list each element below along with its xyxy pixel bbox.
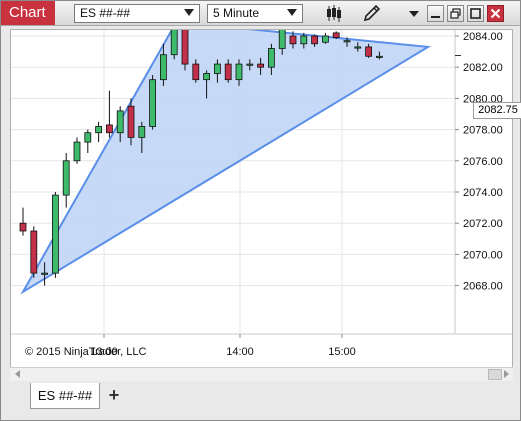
candle-body	[19, 222, 27, 232]
minimize-icon[interactable]	[427, 5, 444, 22]
candle-body	[332, 32, 340, 38]
candle-body	[159, 54, 167, 81]
candle-body	[257, 63, 265, 68]
triangle-drawing	[20, 30, 432, 295]
candle-body	[149, 79, 157, 127]
candle-body	[365, 46, 373, 57]
candle-body	[116, 110, 124, 134]
candle-body	[30, 230, 38, 274]
scroll-thumb[interactable]	[488, 369, 502, 380]
restore-icon[interactable]	[447, 5, 464, 22]
y-tick-label: 2068.00	[463, 281, 503, 293]
y-tick-label: 2082.00	[463, 62, 503, 74]
candle-body	[375, 55, 383, 58]
chart-panel[interactable]: 2084.00 2082.00 2080.00 2078.00 2076.00 2074.…	[10, 29, 521, 381]
candle-body	[181, 30, 189, 65]
candle-body	[267, 48, 275, 68]
x-tick-label: 13:00	[90, 346, 118, 358]
candlestick-icon[interactable]	[324, 4, 344, 23]
candle-body	[203, 73, 211, 81]
candle-body	[95, 126, 102, 134]
candle-body	[354, 46, 362, 49]
instrument-selector[interactable]: ES ##-##	[74, 4, 200, 23]
tab-bar: ES ##-## +	[1, 382, 520, 420]
chevron-down-icon[interactable]	[404, 4, 424, 23]
y-tick-label: 2070.00	[463, 249, 503, 261]
candle-body	[84, 132, 92, 143]
candle-body	[138, 126, 146, 138]
copyright-text: © 2015 NinjaTrader, LLC	[25, 346, 147, 358]
y-tick-label: 2084.00	[463, 31, 503, 43]
candle-body	[62, 160, 70, 196]
interval-selector-value: 5 Minute	[213, 6, 260, 20]
y-tick-label: 2074.00	[463, 187, 503, 199]
x-tick-label: 14:00	[226, 346, 254, 358]
candle-body	[213, 63, 221, 74]
close-icon[interactable]	[487, 5, 504, 22]
window-title: Chart	[1, 1, 55, 25]
candle-body	[224, 63, 232, 81]
chevron-down-icon	[287, 9, 297, 16]
candle-body	[246, 63, 254, 66]
candle-body	[289, 35, 297, 45]
maximize-icon[interactable]	[467, 5, 484, 22]
chevron-down-icon	[184, 9, 194, 16]
candle-body	[127, 105, 135, 138]
candle-body	[73, 141, 81, 162]
candle-body	[192, 63, 200, 81]
candle-body	[343, 40, 351, 43]
horizontal-scrollbar[interactable]	[10, 367, 513, 381]
candle-body	[170, 30, 178, 56]
y-tick-label: 2076.00	[463, 156, 503, 168]
add-tab-button[interactable]: +	[108, 385, 120, 405]
candle-body	[235, 63, 243, 81]
interval-selector[interactable]: 5 Minute	[207, 4, 303, 23]
current-price-marker: 2082.75	[473, 102, 521, 119]
candle-body	[300, 35, 308, 45]
scroll-right-icon[interactable]	[504, 370, 509, 378]
pencil-icon[interactable]	[362, 4, 382, 23]
y-tick-label: 2072.00	[463, 218, 503, 230]
candle-body	[321, 35, 329, 43]
candle-body	[311, 35, 319, 45]
title-bar: Chart ES ##-## 5 Minute	[1, 1, 520, 26]
tab-instrument[interactable]: ES ##-##	[30, 383, 100, 409]
x-tick-label: 15:00	[328, 346, 356, 358]
instrument-selector-value: ES ##-##	[80, 6, 131, 20]
candle-body	[106, 124, 113, 134]
price-chart[interactable]: 2084.002082.002080.002078.002076.002074.…	[11, 30, 514, 368]
scroll-left-icon[interactable]	[15, 370, 20, 378]
candle-body	[41, 272, 49, 275]
candle-body	[278, 30, 286, 49]
candle-body	[52, 194, 59, 274]
y-tick-label: 2078.00	[463, 125, 503, 137]
